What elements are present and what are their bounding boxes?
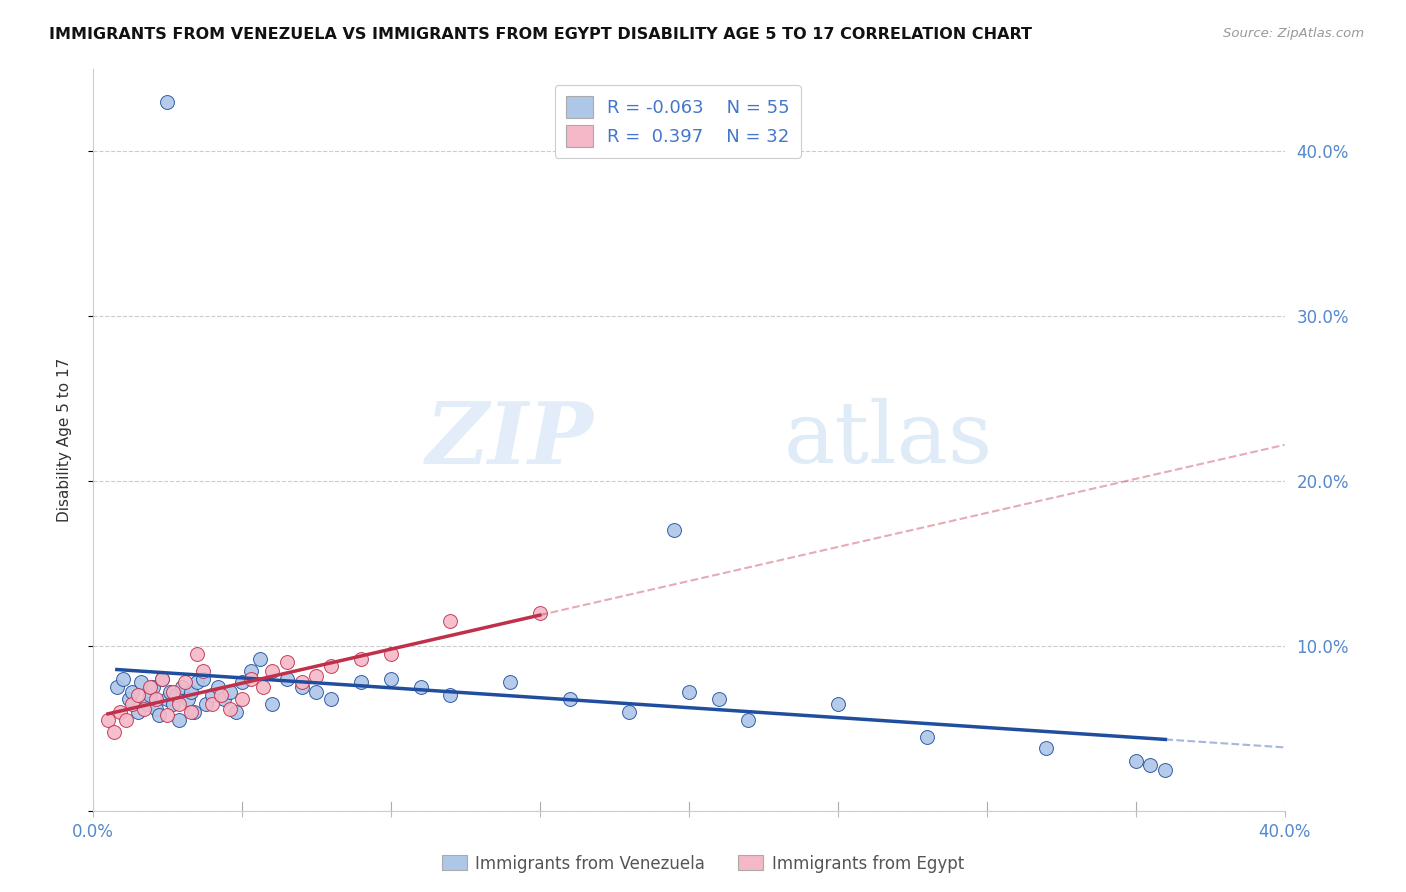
- Point: [827, 697, 849, 711]
- Point: [145, 701, 167, 715]
- Point: [156, 95, 179, 109]
- Point: [138, 680, 160, 694]
- Point: [321, 691, 343, 706]
- Point: [380, 672, 402, 686]
- Point: [156, 708, 179, 723]
- Point: [219, 685, 242, 699]
- Point: [177, 691, 200, 706]
- Point: [252, 680, 274, 694]
- Point: [915, 730, 938, 744]
- Point: [1125, 755, 1147, 769]
- Point: [193, 672, 215, 686]
- Point: [737, 713, 759, 727]
- Point: [409, 680, 432, 694]
- Point: [290, 680, 312, 694]
- Point: [276, 672, 298, 686]
- Point: [439, 689, 461, 703]
- Point: [132, 701, 155, 715]
- Point: [231, 691, 253, 706]
- Point: [103, 724, 125, 739]
- Point: [231, 675, 253, 690]
- Point: [276, 656, 298, 670]
- Point: [186, 675, 208, 690]
- Point: [150, 672, 173, 686]
- Point: [439, 614, 461, 628]
- Point: [260, 664, 283, 678]
- Point: [186, 647, 208, 661]
- Point: [118, 691, 141, 706]
- Point: [162, 697, 184, 711]
- Point: [380, 647, 402, 661]
- Point: [159, 685, 181, 699]
- Point: [249, 652, 271, 666]
- Point: [127, 689, 149, 703]
- Point: [169, 697, 191, 711]
- Point: [169, 713, 191, 727]
- Point: [195, 697, 218, 711]
- Point: [350, 652, 373, 666]
- Point: [108, 705, 131, 719]
- Point: [212, 691, 235, 706]
- Point: [201, 689, 224, 703]
- Text: atlas: atlas: [785, 398, 993, 482]
- Point: [111, 672, 134, 686]
- Point: [239, 672, 262, 686]
- Point: [97, 713, 120, 727]
- Point: [209, 689, 232, 703]
- Text: IMMIGRANTS FROM VENEZUELA VS IMMIGRANTS FROM EGYPT DISABILITY AGE 5 TO 17 CORREL: IMMIGRANTS FROM VENEZUELA VS IMMIGRANTS …: [49, 27, 1032, 42]
- Point: [121, 697, 143, 711]
- Point: [619, 705, 641, 719]
- Point: [305, 668, 328, 682]
- Point: [529, 606, 551, 620]
- Point: [174, 675, 197, 690]
- Point: [499, 675, 522, 690]
- Text: ZIP: ZIP: [426, 398, 593, 482]
- Y-axis label: Disability Age 5 to 17: Disability Age 5 to 17: [58, 358, 72, 522]
- Point: [172, 680, 194, 694]
- Point: [219, 701, 242, 715]
- Point: [138, 689, 160, 703]
- Point: [145, 691, 167, 706]
- Point: [558, 691, 581, 706]
- Point: [321, 658, 343, 673]
- Point: [305, 685, 328, 699]
- Point: [162, 685, 184, 699]
- Point: [156, 691, 179, 706]
- Point: [114, 713, 136, 727]
- Point: [1139, 757, 1161, 772]
- Point: [260, 697, 283, 711]
- Point: [180, 685, 202, 699]
- Point: [142, 680, 165, 694]
- Point: [180, 705, 202, 719]
- Point: [148, 708, 170, 723]
- Point: [127, 705, 149, 719]
- Legend: Immigrants from Venezuela, Immigrants from Egypt: Immigrants from Venezuela, Immigrants fr…: [436, 848, 970, 880]
- Point: [150, 672, 173, 686]
- Point: [707, 691, 730, 706]
- Point: [678, 685, 700, 699]
- Point: [183, 705, 205, 719]
- Point: [239, 664, 262, 678]
- Point: [350, 675, 373, 690]
- Point: [1154, 763, 1177, 777]
- Point: [193, 664, 215, 678]
- Legend: R = -0.063    N = 55, R =  0.397    N = 32: R = -0.063 N = 55, R = 0.397 N = 32: [555, 85, 800, 158]
- Point: [105, 680, 128, 694]
- Point: [201, 697, 224, 711]
- Point: [290, 675, 312, 690]
- Point: [121, 685, 143, 699]
- Point: [135, 697, 157, 711]
- Point: [225, 705, 247, 719]
- Point: [207, 680, 229, 694]
- Point: [165, 689, 187, 703]
- Text: Source: ZipAtlas.com: Source: ZipAtlas.com: [1223, 27, 1364, 40]
- Point: [662, 524, 685, 538]
- Point: [1035, 741, 1057, 756]
- Point: [129, 675, 152, 690]
